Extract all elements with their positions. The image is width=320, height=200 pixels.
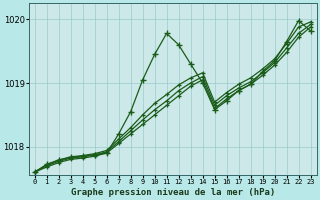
X-axis label: Graphe pression niveau de la mer (hPa): Graphe pression niveau de la mer (hPa): [70, 188, 275, 197]
